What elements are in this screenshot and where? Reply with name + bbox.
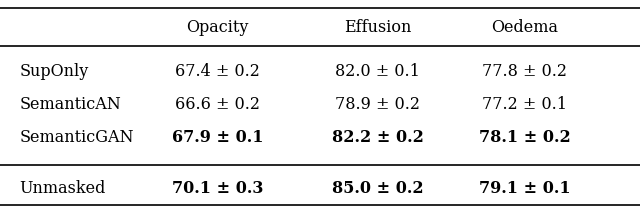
Text: Oedema: Oedema [492,19,558,36]
Text: 70.1 ± 0.3: 70.1 ± 0.3 [172,180,263,197]
Text: SemanticAN: SemanticAN [19,96,121,113]
Text: 82.2 ± 0.2: 82.2 ± 0.2 [332,129,424,147]
Text: SupOnly: SupOnly [19,62,88,80]
Text: Unmasked: Unmasked [19,180,106,197]
Text: Opacity: Opacity [186,19,249,36]
Text: 66.6 ± 0.2: 66.6 ± 0.2 [175,96,260,113]
Text: 78.9 ± 0.2: 78.9 ± 0.2 [335,96,420,113]
Text: 85.0 ± 0.2: 85.0 ± 0.2 [332,180,424,197]
Text: 67.9 ± 0.1: 67.9 ± 0.1 [172,129,263,147]
Text: 78.1 ± 0.2: 78.1 ± 0.2 [479,129,571,147]
Text: 77.8 ± 0.2: 77.8 ± 0.2 [483,62,567,80]
Text: 79.1 ± 0.1: 79.1 ± 0.1 [479,180,571,197]
Text: 77.2 ± 0.1: 77.2 ± 0.1 [483,96,567,113]
Text: SemanticGAN: SemanticGAN [19,129,134,147]
Text: Effusion: Effusion [344,19,412,36]
Text: 82.0 ± 0.1: 82.0 ± 0.1 [335,62,420,80]
Text: 67.4 ± 0.2: 67.4 ± 0.2 [175,62,260,80]
